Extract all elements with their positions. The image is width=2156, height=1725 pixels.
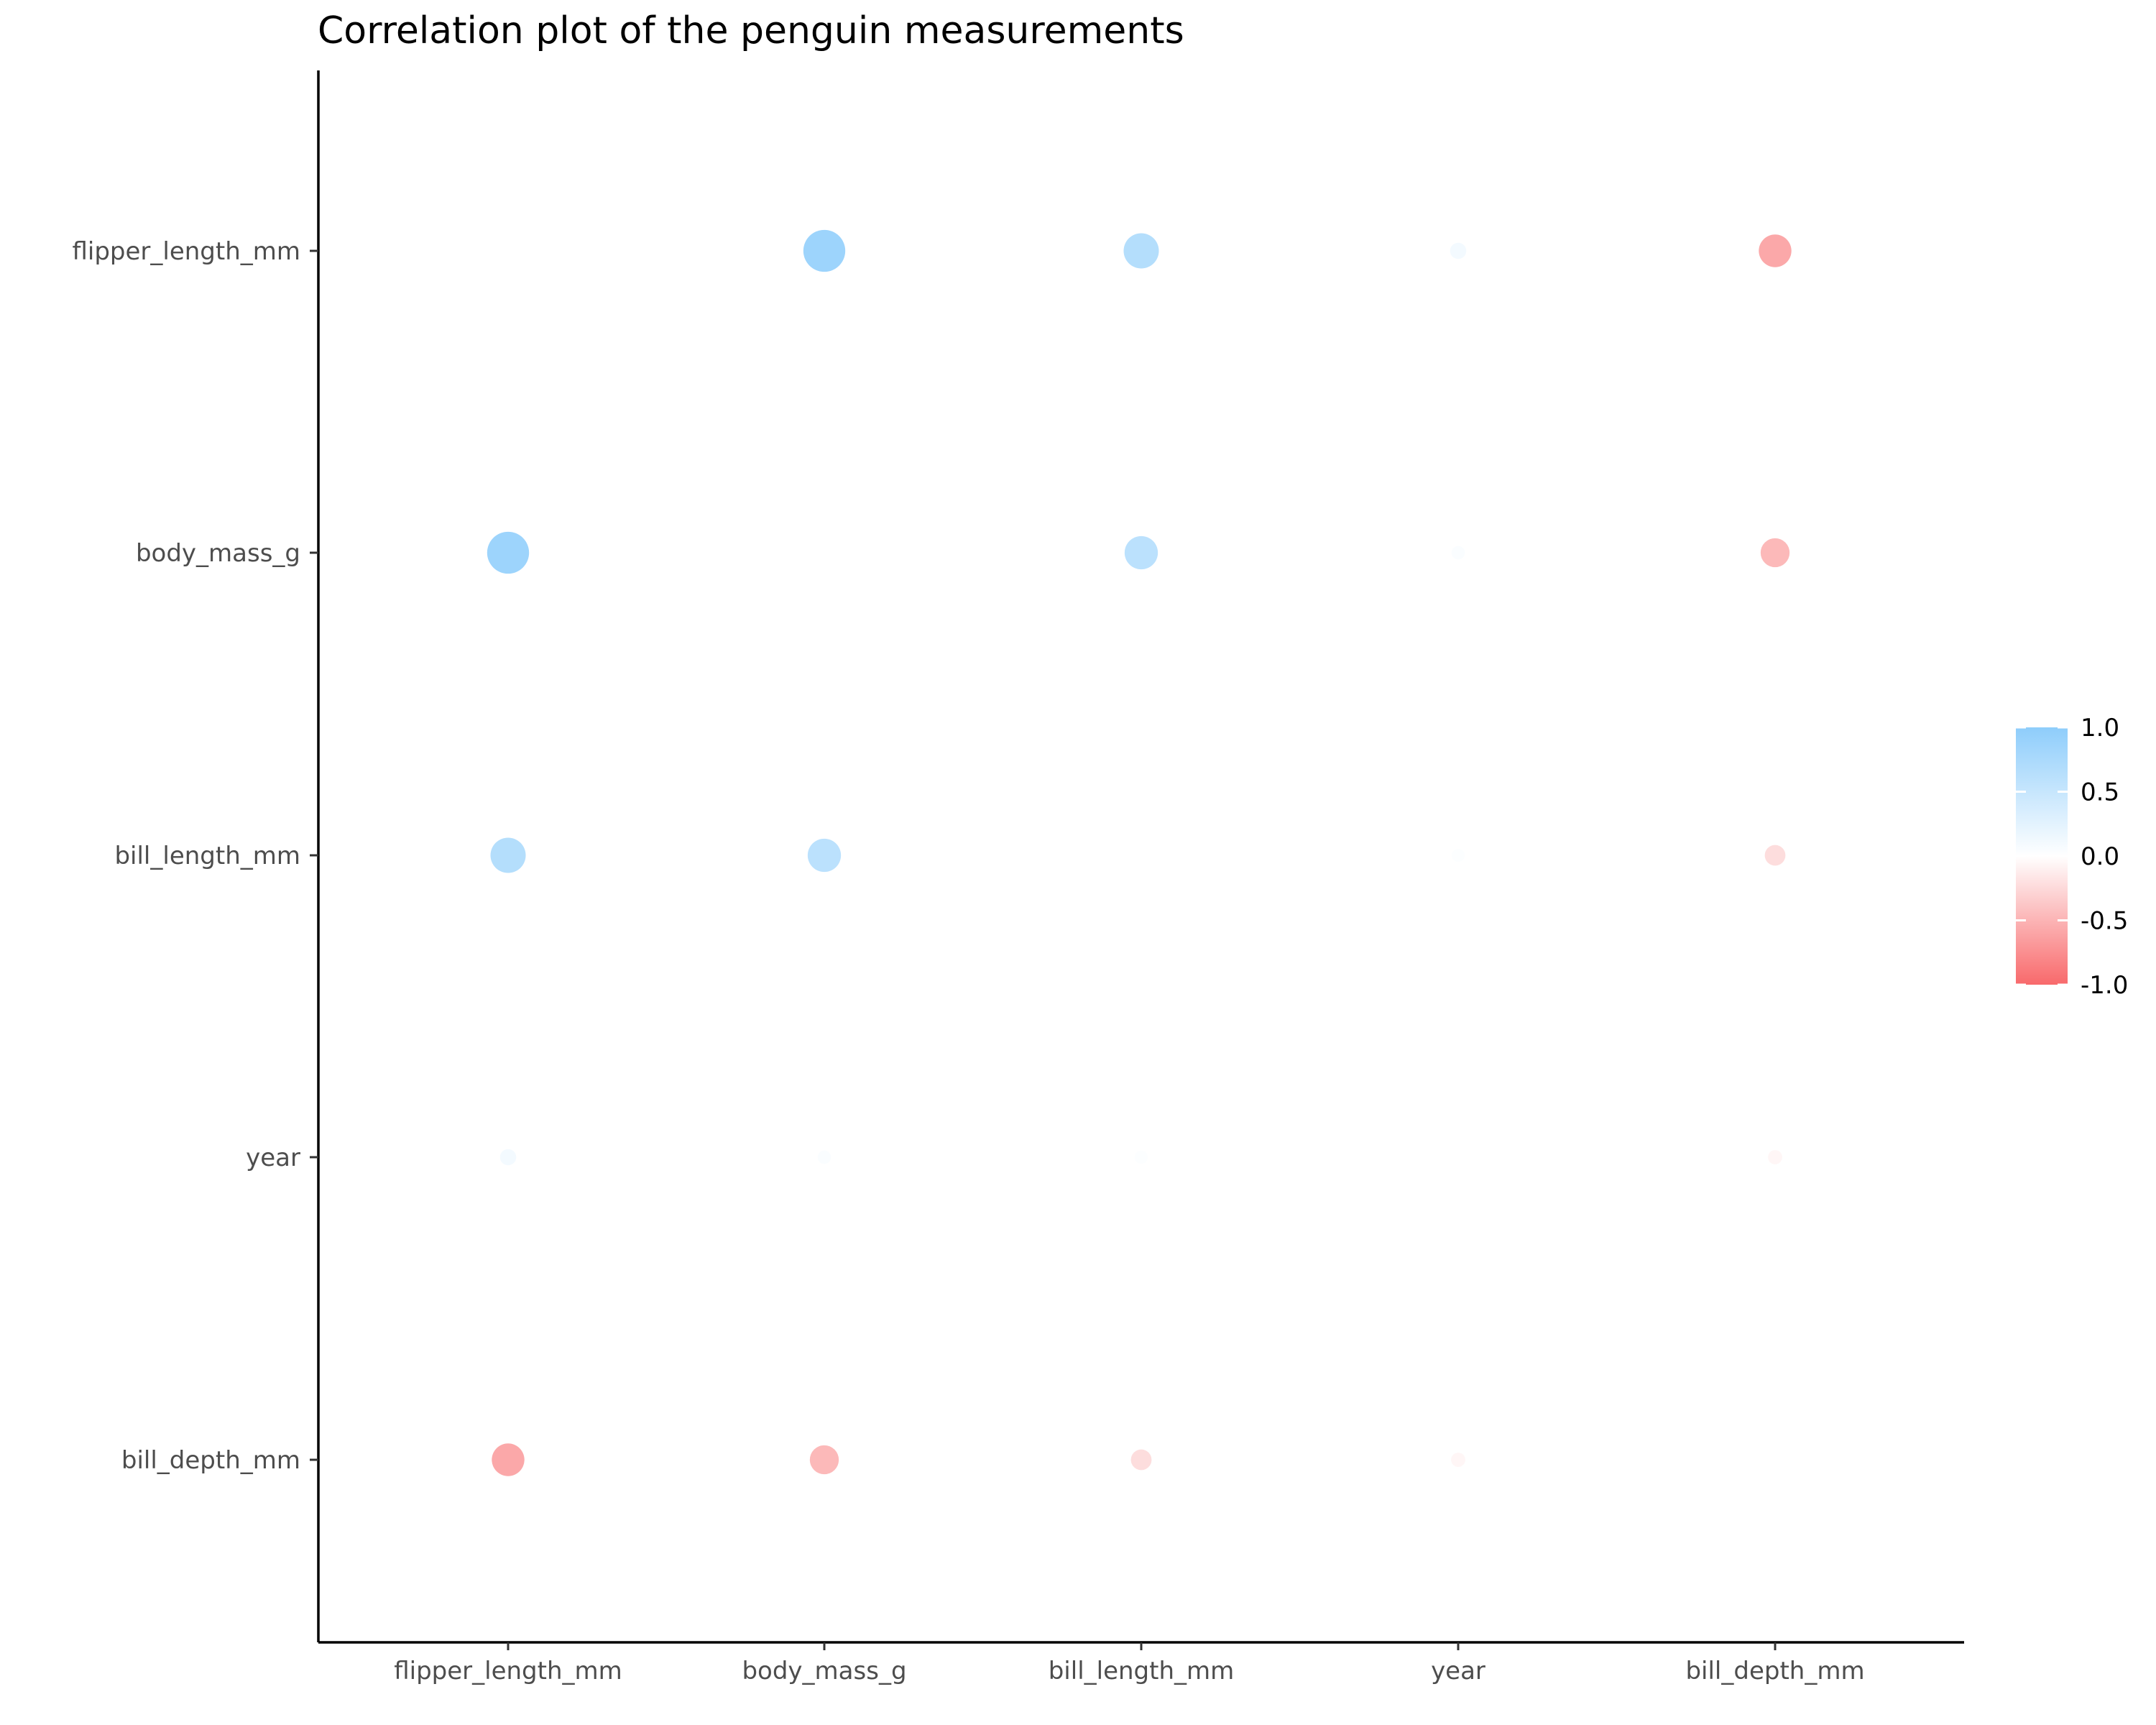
axes-layer xyxy=(317,70,1964,1644)
correlation-point-bill_length_mm-bill_depth_mm xyxy=(1130,1449,1152,1471)
correlation-point-flipper_length_mm-body_mass_g xyxy=(487,531,530,574)
correlation-point-year-body_mass_g xyxy=(1451,546,1465,560)
correlation-point-body_mass_g-flipper_length_mm xyxy=(803,229,846,272)
y-tick-label-bill_depth_mm: bill_depth_mm xyxy=(121,1446,300,1475)
y-axis-ticks: flipper_length_mm body_mass_g bill_length_… xyxy=(72,237,318,1475)
correlation-point-body_mass_g-year xyxy=(817,1150,831,1164)
correlation-point-flipper_length_mm-year xyxy=(499,1149,517,1166)
correlation-point-bill_depth_mm-flipper_length_mm xyxy=(1759,234,1792,267)
correlation-points xyxy=(487,229,1792,1476)
correlation-point-body_mass_g-bill_length_mm xyxy=(807,838,842,873)
x-tick-label-year: year xyxy=(1431,1657,1485,1685)
correlation-point-bill_depth_mm-year xyxy=(1768,1150,1782,1164)
correlation-point-bill_length_mm-flipper_length_mm xyxy=(1123,233,1159,269)
x-tick-label-bill_depth_mm: bill_depth_mm xyxy=(1685,1657,1864,1685)
y-tick-label-year: year xyxy=(246,1144,300,1172)
y-tick-label-bill_length_mm: bill_length_mm xyxy=(114,842,300,870)
correlation-point-year-bill_length_mm xyxy=(1451,848,1465,862)
x-tick-label-flipper_length_mm: flipper_length_mm xyxy=(394,1657,622,1685)
correlation-point-bill_length_mm-year xyxy=(1134,1150,1148,1164)
correlation-point-year-flipper_length_mm xyxy=(1450,242,1467,259)
legend-label-1: 0.5 xyxy=(2081,778,2119,807)
x-tick-label-body_mass_g: body_mass_g xyxy=(742,1657,906,1685)
correlation-point-bill_length_mm-body_mass_g xyxy=(1124,535,1158,570)
correlation-point-flipper_length_mm-bill_depth_mm xyxy=(492,1443,525,1476)
y-tick-label-flipper_length_mm: flipper_length_mm xyxy=(72,237,300,266)
x-tick-label-bill_length_mm: bill_length_mm xyxy=(1049,1657,1235,1685)
color-legend: 1.0 0.5 0.0 -0.5 -1.0 xyxy=(2016,714,2128,1000)
legend-label-2: 0.0 xyxy=(2081,842,2119,871)
correlation-point-body_mass_g-bill_depth_mm xyxy=(809,1445,839,1475)
chart-title: Correlation plot of the penguin measurem… xyxy=(318,9,1184,52)
correlation-point-year-bill_depth_mm xyxy=(1451,1453,1465,1467)
y-tick-label-body_mass_g: body_mass_g xyxy=(136,539,300,568)
legend-label-0: 1.0 xyxy=(2081,714,2119,742)
correlation-point-flipper_length_mm-bill_length_mm xyxy=(490,837,526,873)
correlation-point-bill_depth_mm-body_mass_g xyxy=(1760,538,1790,568)
correlation-point-bill_depth_mm-bill_length_mm xyxy=(1764,845,1786,866)
legend-label-3: -0.5 xyxy=(2081,907,2128,936)
legend-label-4: -1.0 xyxy=(2081,971,2128,1000)
x-axis-ticks: flipper_length_mm body_mass_g bill_length_… xyxy=(394,1642,1865,1685)
legend-ticks: 1.0 0.5 0.0 -0.5 -1.0 xyxy=(2016,714,2128,1000)
